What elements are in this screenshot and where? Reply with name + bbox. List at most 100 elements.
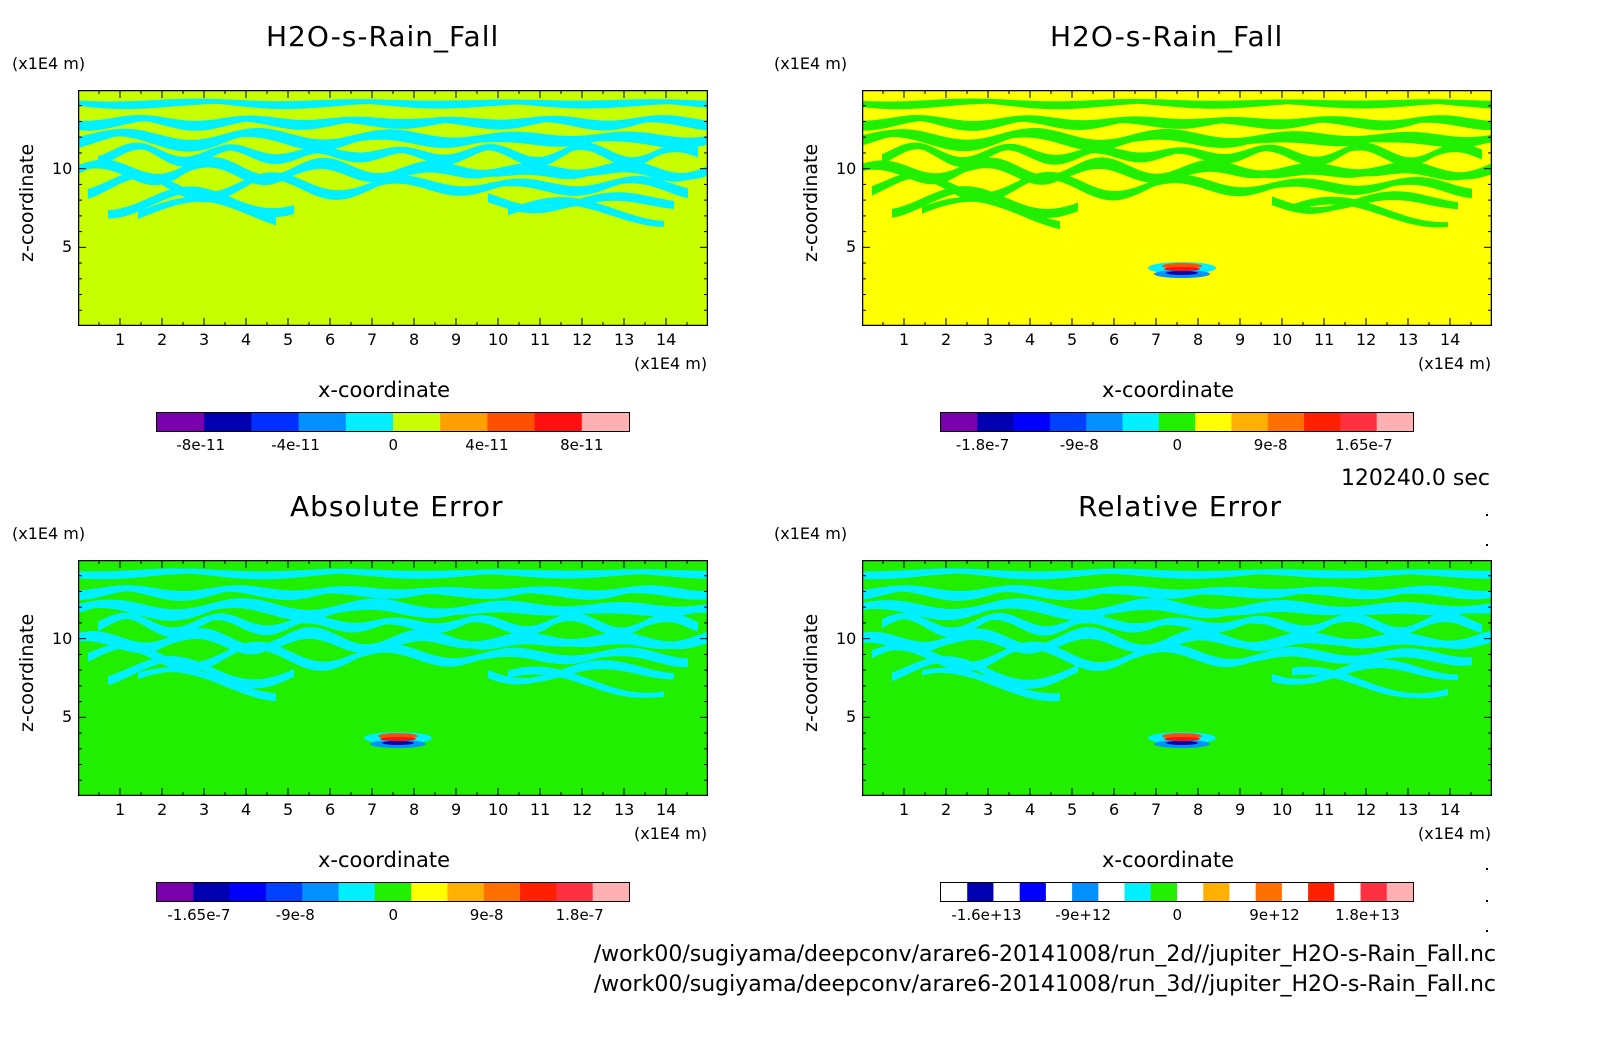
x-tick-label: 14: [1440, 800, 1461, 819]
x-tick-label: 10: [1272, 330, 1293, 349]
x-tick-label: 11: [530, 800, 551, 819]
contour-band: [78, 585, 708, 601]
colorbar-tick-label: 1.8e+13: [1335, 906, 1400, 924]
colorbar-swatch: [393, 413, 441, 431]
colorbar-tick-label: 9e+12: [1249, 906, 1300, 924]
colorbar-tick-label: -4e-11: [271, 436, 320, 454]
colorbar-swatch: [298, 413, 347, 431]
contour-band: [862, 98, 1492, 110]
y-axis-label: z-coordinate: [800, 613, 822, 732]
x-tick-label: 10: [488, 800, 509, 819]
time-label: 120240.0 sec: [1340, 466, 1490, 491]
colorbar-swatch: [1124, 883, 1152, 901]
x-tick-label: 13: [1398, 800, 1419, 819]
contour-band: [1292, 196, 1448, 228]
colorbar-swatch: [1049, 413, 1087, 431]
x-tick-label: 1: [899, 800, 910, 819]
y-unit-label: (x1E4 m): [774, 524, 848, 543]
x-unit-label: (x1E4 m): [634, 824, 708, 843]
heatmap-plot: [862, 560, 1492, 796]
colorbar-tick-label: 1.8e-7: [555, 906, 604, 924]
x-tick-label: 2: [157, 800, 168, 819]
colorbar-swatch: [1203, 883, 1230, 901]
colorbar-frame: [940, 412, 1414, 432]
contour-band: [488, 660, 674, 685]
colorbar-swatch: [1308, 883, 1335, 901]
colorbar-swatch: [440, 413, 488, 431]
colorbar-swatch: [941, 413, 978, 431]
colorbar-swatch: [338, 883, 376, 901]
colorbar: [940, 412, 1414, 432]
x-tick-label: 4: [241, 800, 252, 819]
colorbar-frame: [940, 882, 1414, 902]
contour-band: [872, 641, 1472, 672]
colorbar-swatch: [1360, 883, 1388, 901]
colorbar-swatch: [520, 883, 557, 901]
x-tick-label: 8: [409, 330, 420, 349]
contour-band: [862, 128, 1492, 152]
contour-band: [882, 142, 1482, 167]
colorbar-tick-label: 0: [1172, 436, 1183, 454]
x-unit-label: (x1E4 m): [1418, 824, 1492, 843]
x-tick-label: 13: [614, 800, 635, 819]
x-tick-label: 12: [572, 800, 593, 819]
colorbar: [940, 882, 1414, 902]
x-tick-label: 1: [899, 330, 910, 349]
colorbar-swatch: [302, 883, 340, 901]
x-unit-label: (x1E4 m): [1418, 354, 1492, 373]
x-tick-label: 14: [1440, 330, 1461, 349]
colorbar-swatch: [1334, 883, 1362, 901]
x-tick-label: 5: [283, 800, 294, 819]
y-tick-label: 10: [52, 628, 73, 648]
x-tick-label: 2: [157, 330, 168, 349]
y-tick-label: 5: [62, 237, 73, 257]
colorbar-swatch: [1231, 413, 1269, 431]
colorbar-swatch: [229, 883, 267, 901]
x-tick-label: 5: [283, 330, 294, 349]
colorbar-swatch: [1072, 883, 1099, 901]
x-tick-label: 4: [241, 330, 252, 349]
colorbar-tick-label: 9e-8: [469, 906, 504, 924]
colorbar-tick-label: -9e-8: [275, 906, 315, 924]
dot-marker: [1486, 544, 1488, 546]
colorbar-tick-label: 1.65e-7: [1335, 436, 1393, 454]
contour-band: [1272, 659, 1458, 685]
contour-bands: [862, 98, 1492, 230]
colorbar-swatch: [1376, 413, 1414, 431]
dot-marker: [1486, 930, 1488, 932]
dot-marker: [1486, 868, 1488, 870]
colorbar-swatch: [977, 413, 1015, 431]
colorbar-swatch: [193, 883, 231, 901]
colorbar-swatch: [581, 413, 630, 431]
x-tick-label: 8: [1193, 330, 1204, 349]
x-tick-label: 9: [1235, 330, 1246, 349]
x-tick-label: 10: [1272, 800, 1293, 819]
y-tick-label: 5: [846, 237, 857, 257]
colorbar-swatch: [1229, 883, 1257, 901]
contour-band: [862, 115, 1492, 131]
y-axis-label: z-coordinate: [16, 143, 38, 262]
contour-band: [1292, 666, 1448, 699]
colorbar-tick-label: -1.6e+13: [951, 906, 1022, 924]
x-tick-label: 8: [1193, 800, 1204, 819]
x-tick-label: 4: [1025, 800, 1036, 819]
colorbar-frame: [156, 882, 630, 902]
x-tick-label: 6: [1109, 330, 1120, 349]
contour-band: [78, 128, 708, 152]
colorbar-tick-label: 0: [1172, 906, 1183, 924]
x-tick-label: 2: [941, 800, 952, 819]
colorbar-swatch: [1255, 883, 1283, 901]
contour-band: [78, 157, 708, 186]
colorbar-tick-label: -9e+12: [1055, 906, 1112, 924]
x-tick-label: 5: [1067, 330, 1078, 349]
x-axis-label: x-coordinate: [1102, 848, 1235, 872]
chart-title: Relative Error: [1078, 490, 1283, 523]
contour-band: [78, 568, 708, 580]
x-tick-label: 3: [983, 800, 994, 819]
x-tick-label: 7: [367, 800, 378, 819]
colorbar-swatch: [1177, 883, 1204, 901]
x-axis-label: x-coordinate: [318, 848, 451, 872]
x-tick-label: 1: [115, 800, 126, 819]
x-tick-label: 13: [1398, 330, 1419, 349]
file-path-2d: /work00/sugiyama/deepconv/arare6-2014100…: [593, 942, 1496, 967]
